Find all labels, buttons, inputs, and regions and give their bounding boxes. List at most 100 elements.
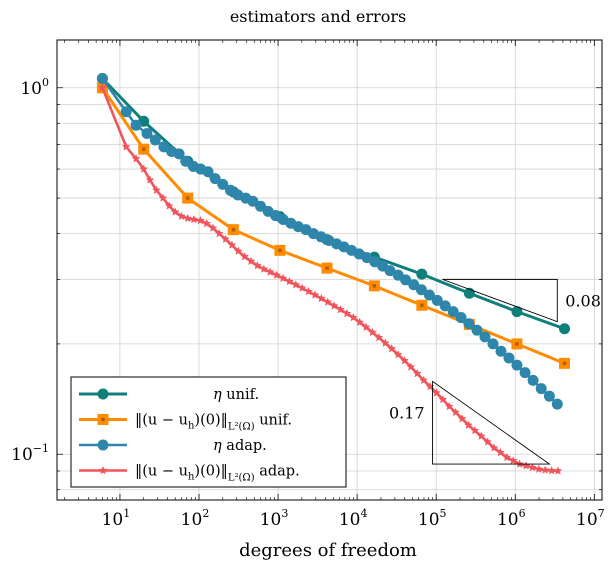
data-point	[543, 390, 555, 402]
data-point	[183, 213, 193, 223]
data-point	[502, 452, 512, 462]
data-point	[336, 305, 345, 314]
data-point	[182, 192, 194, 204]
data-point	[419, 375, 429, 385]
data-point	[447, 306, 459, 318]
data-point	[177, 211, 186, 221]
data-point	[470, 425, 480, 435]
data-point	[310, 290, 320, 299]
data-point	[202, 166, 214, 178]
data-point	[138, 143, 150, 155]
series-3	[96, 72, 563, 410]
data-point	[259, 264, 269, 273]
square-marker-core	[101, 417, 105, 422]
x-tick-label: 101	[102, 507, 131, 530]
data-point	[547, 465, 557, 475]
data-point	[361, 322, 371, 332]
x-tick-label: 102	[181, 507, 210, 530]
y-tick-label: 10−1	[11, 442, 49, 465]
data-point	[559, 323, 571, 335]
legend-entry-3: η adap.	[79, 438, 267, 454]
data-point	[233, 246, 243, 256]
x-tick-label: 103	[260, 507, 289, 530]
data-point	[97, 83, 107, 92]
square-marker-core	[185, 196, 190, 200]
data-point	[503, 352, 515, 364]
data-point	[316, 293, 326, 303]
data-point	[158, 193, 168, 202]
data-point	[202, 218, 212, 228]
data-point	[535, 383, 547, 395]
data-point	[141, 128, 153, 140]
data-point	[265, 267, 275, 276]
data-point	[323, 297, 333, 306]
square-marker-core	[420, 303, 424, 307]
x-tick-label: 105	[418, 507, 447, 530]
x-axis-label: degrees of freedom	[239, 540, 417, 561]
data-point	[464, 420, 473, 429]
data-point	[321, 262, 333, 274]
slope-triangle-1	[442, 278, 558, 323]
data-point	[463, 287, 475, 299]
data-point	[508, 456, 518, 465]
data-point	[495, 345, 507, 357]
data-point	[227, 240, 237, 249]
data-point	[412, 368, 422, 378]
data-point	[400, 356, 409, 365]
data-point	[121, 142, 131, 151]
data-point	[416, 268, 428, 280]
data-point	[246, 256, 256, 266]
data-point	[297, 283, 307, 292]
data-point	[444, 401, 454, 411]
data-point	[432, 388, 441, 397]
data-point	[139, 164, 149, 173]
data-point	[98, 465, 108, 475]
data-point	[355, 317, 365, 327]
plot-frame	[56, 39, 603, 501]
square-marker-core	[278, 248, 282, 253]
data-point	[438, 394, 448, 404]
square-marker-core	[562, 361, 567, 366]
data-point	[406, 362, 416, 371]
data-point	[368, 280, 380, 292]
legend-label: η adap.	[213, 438, 267, 454]
data-point	[189, 214, 199, 224]
slope-label-1: 0.08	[565, 292, 601, 311]
data-point	[329, 301, 339, 310]
data-point	[451, 407, 461, 417]
data-point	[227, 224, 239, 236]
data-point	[164, 201, 174, 210]
square-marker-core	[372, 284, 377, 288]
data-point	[304, 286, 313, 296]
legend-entry-4: ‖(u − uh)(0)‖L²(Ω) adap.	[79, 464, 300, 484]
y-tick-label: 100	[20, 76, 49, 99]
data-point	[247, 195, 259, 207]
data-point	[342, 308, 352, 318]
legend: η unif. ‖(u − uh)(0)‖L²(Ω) unif. η adap. ‖(…	[70, 376, 347, 488]
data-point	[476, 431, 486, 440]
data-point	[489, 443, 499, 452]
data-point	[180, 155, 192, 167]
data-point	[380, 338, 390, 347]
data-point	[173, 148, 185, 160]
data-point	[208, 223, 218, 232]
tick-labels-layer: 101 102 103 104 105 106 107 100 10−1	[11, 76, 605, 530]
data-point	[416, 299, 428, 311]
data-point	[170, 207, 180, 216]
legend-label: η unif.	[213, 387, 259, 403]
square-marker-core	[141, 147, 146, 151]
data-point	[291, 280, 301, 289]
data-point	[455, 312, 467, 324]
legend-label: ‖(u − uh)(0)‖L²(Ω) adap.	[135, 464, 300, 484]
data-point	[195, 215, 205, 225]
data-point	[255, 200, 267, 212]
series-layer	[96, 72, 571, 475]
legend-entry-1: η unif.	[79, 387, 259, 403]
data-point	[553, 466, 563, 475]
data-point	[400, 274, 412, 286]
legend-label: ‖(u − uh)(0)‖L²(Ω) unif.	[135, 413, 292, 433]
data-point	[96, 72, 108, 84]
data-point	[278, 273, 288, 283]
data-point	[368, 327, 377, 337]
